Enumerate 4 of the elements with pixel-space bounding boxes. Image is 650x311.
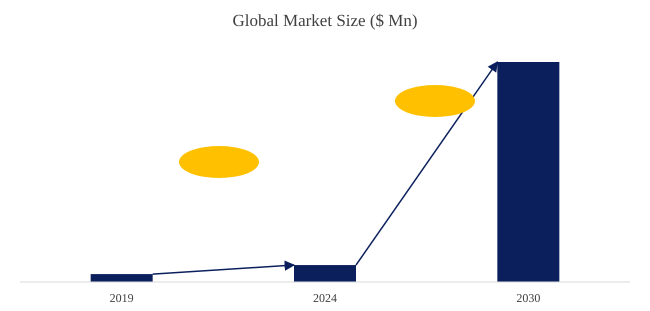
x-tick-label: 2024: [313, 291, 337, 305]
x-tick-label: 2019: [110, 291, 134, 305]
x-tick-label: 2030: [516, 291, 540, 305]
chart-title: Global Market Size ($ Mn): [232, 11, 418, 30]
